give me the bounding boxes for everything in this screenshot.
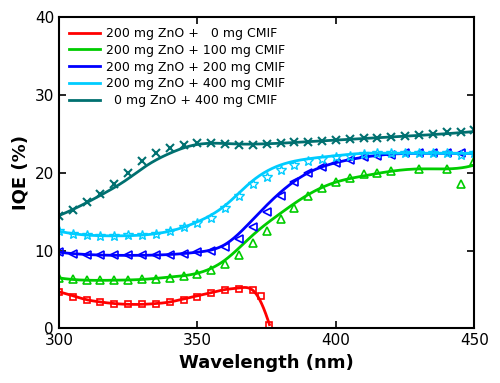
200 mg ZnO + 100 mg CMIF: [56, 276, 62, 280]
200 mg ZnO +   0 mg CMIF: [242, 285, 248, 290]
200 mg ZnO + 400 mg CMIF: [398, 151, 404, 155]
200 mg ZnO + 100 mg CMIF: [304, 193, 310, 198]
Line: 200 mg ZnO + 400 mg CMIF: 200 mg ZnO + 400 mg CMIF: [59, 153, 474, 236]
200 mg ZnO + 200 mg CMIF: [125, 253, 131, 258]
  0 mg ZnO + 400 mg CMIF: [462, 130, 468, 135]
Legend: 200 mg ZnO +   0 mg CMIF, 200 mg ZnO + 100 mg CMIF, 200 mg ZnO + 200 mg CMIF, 20: 200 mg ZnO + 0 mg CMIF, 200 mg ZnO + 100…: [65, 23, 290, 111]
200 mg ZnO +   0 mg CMIF: [266, 322, 272, 327]
  0 mg ZnO + 400 mg CMIF: [256, 142, 262, 146]
  0 mg ZnO + 400 mg CMIF: [56, 213, 62, 218]
Line: 200 mg ZnO + 200 mg CMIF: 200 mg ZnO + 200 mg CMIF: [59, 153, 474, 255]
200 mg ZnO + 400 mg CMIF: [254, 175, 260, 180]
200 mg ZnO + 100 mg CMIF: [398, 168, 404, 172]
Line: 200 mg ZnO +   0 mg CMIF: 200 mg ZnO + 0 mg CMIF: [59, 288, 270, 324]
200 mg ZnO + 400 mg CMIF: [472, 151, 478, 155]
  0 mg ZnO + 400 mg CMIF: [303, 139, 309, 144]
200 mg ZnO + 400 mg CMIF: [56, 229, 62, 234]
200 mg ZnO +   0 mg CMIF: [170, 299, 176, 304]
200 mg ZnO + 200 mg CMIF: [282, 187, 288, 191]
200 mg ZnO + 100 mg CMIF: [95, 278, 101, 283]
  0 mg ZnO + 400 mg CMIF: [472, 129, 478, 134]
200 mg ZnO + 200 mg CMIF: [254, 213, 260, 217]
200 mg ZnO + 400 mg CMIF: [111, 234, 117, 238]
200 mg ZnO + 200 mg CMIF: [463, 151, 469, 155]
200 mg ZnO + 200 mg CMIF: [398, 151, 404, 156]
  0 mg ZnO + 400 mg CMIF: [280, 141, 286, 146]
200 mg ZnO + 100 mg CMIF: [254, 229, 260, 234]
200 mg ZnO + 400 mg CMIF: [372, 151, 378, 155]
  0 mg ZnO + 400 mg CMIF: [396, 134, 402, 139]
200 mg ZnO + 200 mg CMIF: [56, 250, 62, 254]
  0 mg ZnO + 400 mg CMIF: [254, 142, 260, 146]
Line:   0 mg ZnO + 400 mg CMIF: 0 mg ZnO + 400 mg CMIF: [59, 131, 474, 216]
200 mg ZnO +   0 mg CMIF: [156, 301, 162, 306]
200 mg ZnO + 400 mg CMIF: [463, 151, 469, 155]
200 mg ZnO + 200 mg CMIF: [472, 151, 478, 155]
200 mg ZnO +   0 mg CMIF: [157, 301, 163, 306]
X-axis label: Wavelength (nm): Wavelength (nm): [180, 354, 354, 372]
Line: 200 mg ZnO + 100 mg CMIF: 200 mg ZnO + 100 mg CMIF: [59, 165, 474, 280]
200 mg ZnO + 400 mg CMIF: [256, 173, 262, 178]
200 mg ZnO + 400 mg CMIF: [304, 157, 310, 161]
200 mg ZnO +   0 mg CMIF: [262, 309, 268, 314]
Y-axis label: IQE (%): IQE (%): [11, 135, 29, 210]
200 mg ZnO +   0 mg CMIF: [56, 290, 62, 294]
200 mg ZnO + 100 mg CMIF: [256, 227, 262, 232]
200 mg ZnO +   0 mg CMIF: [228, 286, 234, 291]
200 mg ZnO + 200 mg CMIF: [304, 171, 310, 176]
200 mg ZnO + 200 mg CMIF: [428, 151, 434, 155]
200 mg ZnO +   0 mg CMIF: [181, 296, 187, 301]
200 mg ZnO + 400 mg CMIF: [282, 161, 288, 166]
200 mg ZnO + 100 mg CMIF: [462, 165, 468, 170]
200 mg ZnO + 100 mg CMIF: [282, 208, 288, 213]
200 mg ZnO + 100 mg CMIF: [472, 163, 478, 167]
200 mg ZnO + 200 mg CMIF: [256, 210, 262, 215]
